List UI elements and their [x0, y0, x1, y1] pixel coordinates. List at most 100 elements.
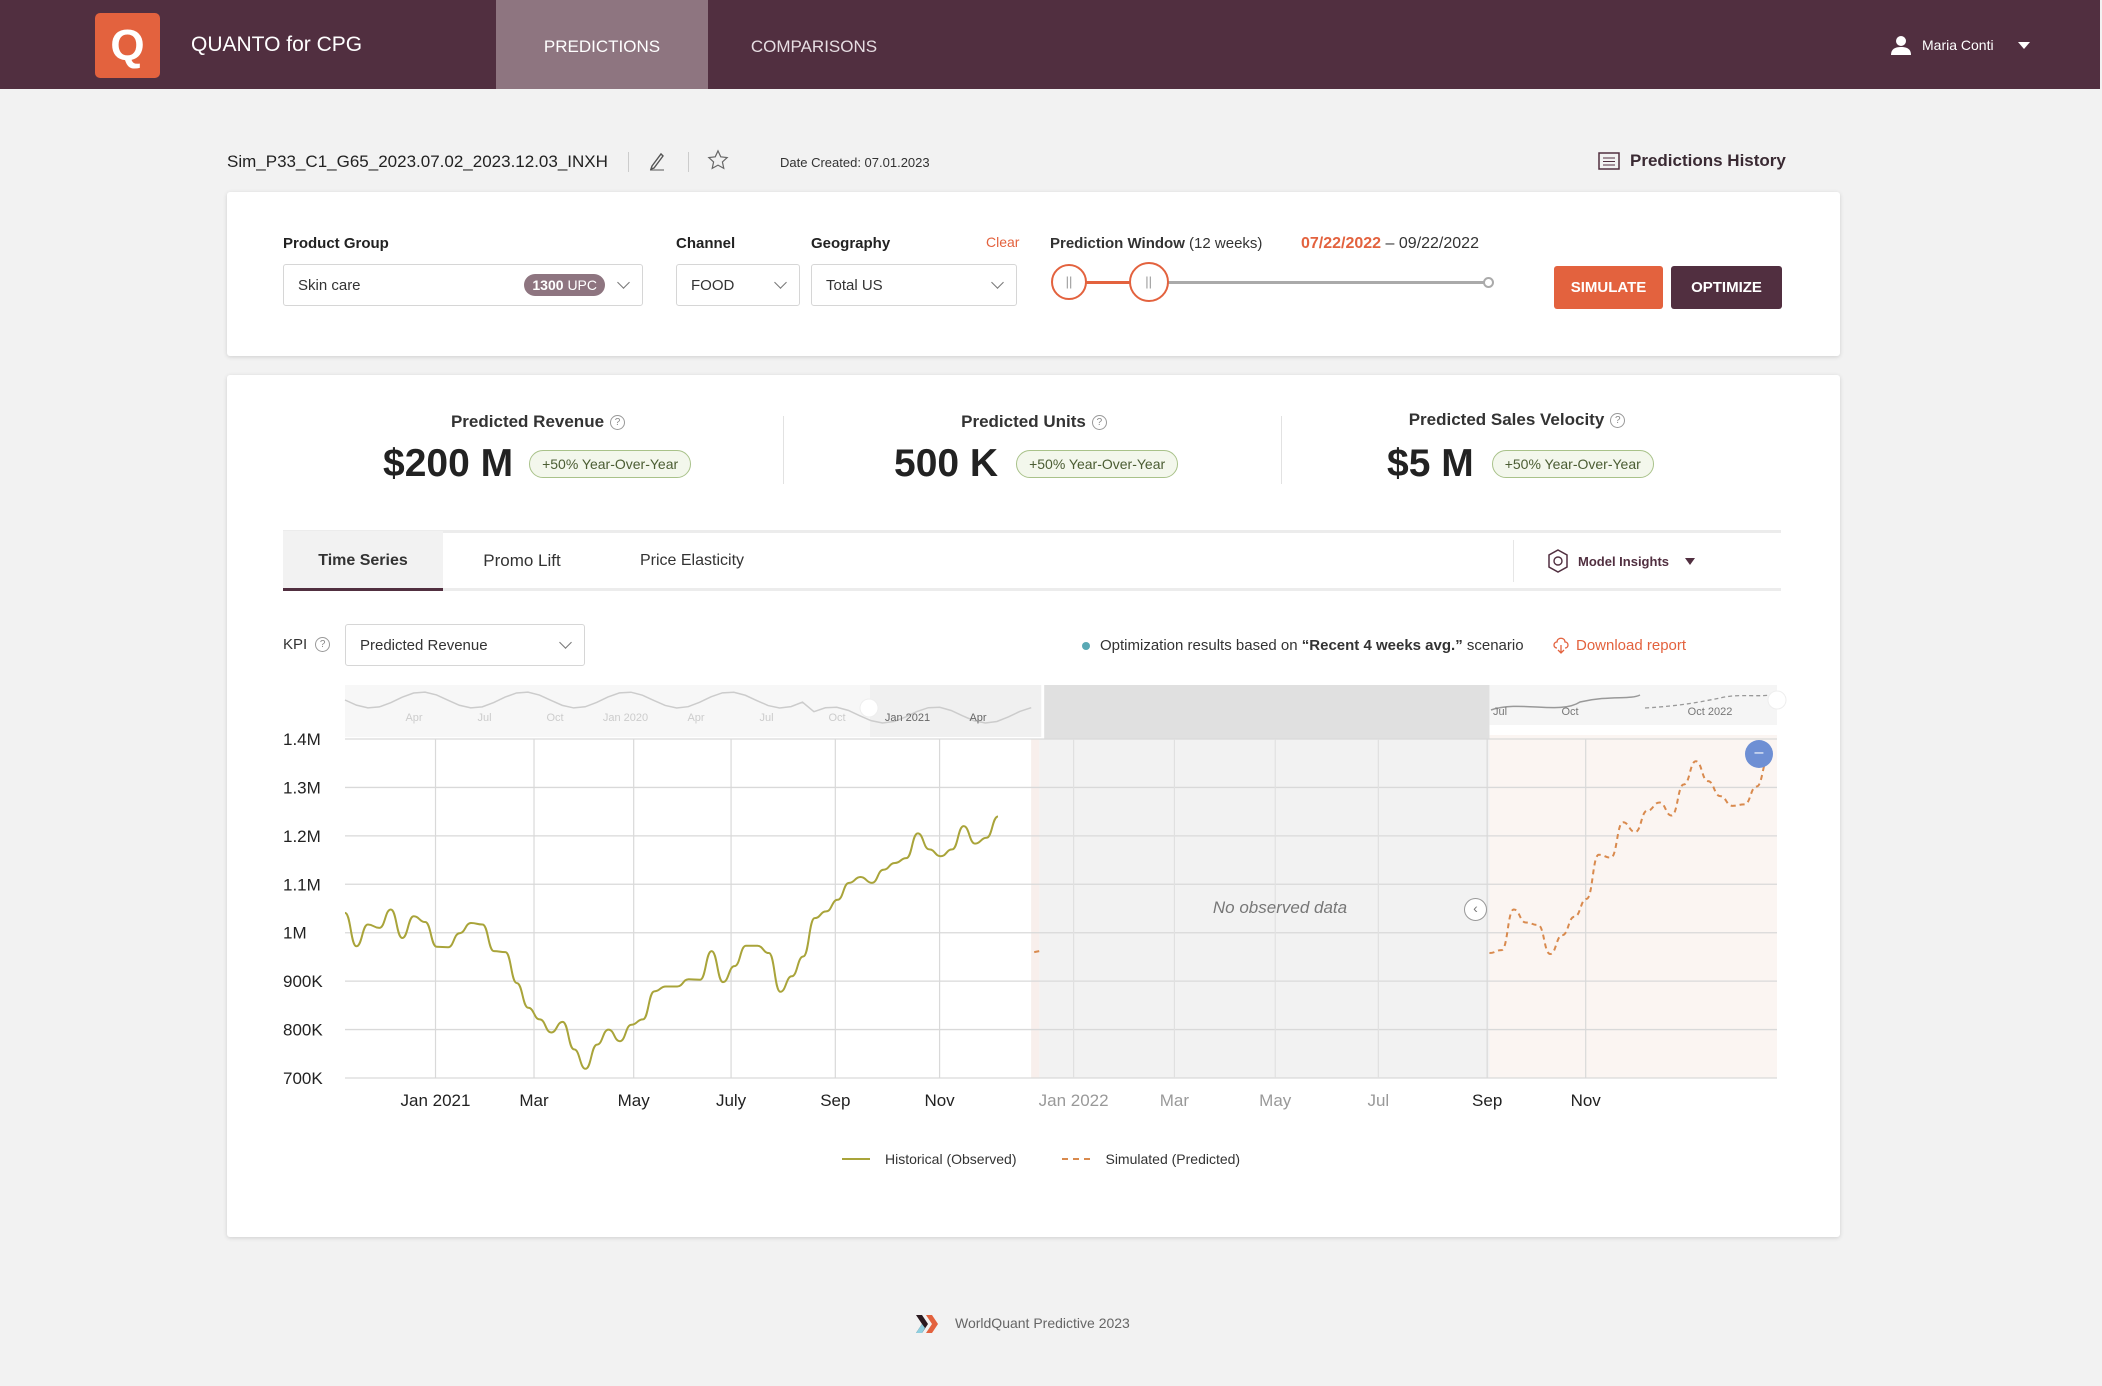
help-icon[interactable]: ? — [610, 414, 626, 430]
legend-simulated-swatch — [1062, 1158, 1091, 1160]
help-icon[interactable]: ? — [1610, 412, 1626, 428]
prediction-window-range-fill — [1069, 281, 1149, 284]
list-icon — [1598, 152, 1620, 170]
navigator-predicted-line — [1644, 693, 1776, 709]
simulate-button[interactable]: SIMULATE — [1554, 266, 1663, 309]
navigator-tick-label: Jul — [477, 712, 491, 724]
historical-series-line — [344, 815, 999, 1070]
navigator-gap — [1044, 685, 1490, 739]
x-tick-label: Sep — [820, 1091, 850, 1110]
navigator-right — [1489, 685, 1777, 725]
navigator-tick-label: Oct — [1561, 706, 1578, 718]
download-report-label: Download report — [1576, 636, 1687, 654]
divider — [628, 152, 629, 172]
channel-value: FOOD — [691, 276, 735, 294]
date-created: Date Created: 07.01.2023 — [780, 155, 930, 170]
divider — [1513, 540, 1514, 582]
view-tabs — [283, 530, 1781, 591]
navigator-left-handle — [859, 698, 879, 718]
tab-price-elasticity[interactable]: Price Elasticity — [639, 552, 745, 569]
channel-label: Channel — [676, 235, 736, 252]
navigator-history-line — [344, 691, 1032, 724]
product-group-select[interactable]: Skin care 1300 UPC — [283, 264, 643, 306]
product-group-value: Skin care — [298, 276, 361, 294]
navigator-tick-label: Oct 2022 — [1688, 706, 1733, 718]
window-start-handle[interactable]: || — [1051, 264, 1087, 300]
optimize-button[interactable]: OPTIMIZE — [1671, 266, 1782, 309]
top-nav-bar — [0, 0, 2100, 89]
kpi-value: $5 M — [1387, 442, 1474, 485]
info-dot-icon — [1082, 641, 1090, 650]
legend-historical-swatch — [842, 1158, 870, 1160]
simulated-series-line — [1489, 756, 1770, 956]
kpi-value: $200 M — [383, 442, 514, 485]
series-end-marker[interactable]: – — [1745, 740, 1773, 768]
help-icon[interactable]: ? — [1091, 414, 1107, 430]
x-tick-label: Mar — [519, 1091, 549, 1110]
x-tick-label: May — [618, 1091, 651, 1110]
navigator-tick-label: Jan 2021 — [885, 712, 930, 724]
collapse-gap-chevron-left-icon[interactable]: ‹ — [1464, 898, 1487, 921]
product-group-label: Product Group — [283, 235, 389, 252]
model-insights-menu[interactable]: Model Insights — [1546, 548, 1695, 574]
channel-select[interactable]: FOOD — [676, 264, 800, 306]
kpi-value: 500 K — [894, 442, 999, 485]
tab-promo-lift[interactable]: Promo Lift — [483, 551, 561, 570]
kpi-predicted-units: Predicted Units? 500 K +50% Year-Over-Yea… — [894, 412, 1194, 486]
y-tick-label: 1.3M — [283, 778, 321, 797]
y-tick-label: 1.4M — [283, 730, 321, 749]
navigator-tick-label: Jan 2020 — [603, 712, 648, 724]
x-tick-label: Jan 2022 — [1039, 1091, 1109, 1110]
help-icon[interactable]: ? — [315, 637, 331, 652]
kpi-predicted-revenue: Predicted Revenue? $200 M +50% Year-Over-… — [383, 412, 693, 486]
kpi-select-value: Predicted Revenue — [360, 636, 488, 654]
optimization-note: Optimization results based on “Recent 4 … — [1082, 637, 1524, 654]
prediction-window-track[interactable] — [1069, 281, 1488, 284]
clear-filters-link[interactable]: Clear — [986, 234, 1020, 250]
y-tick-label: 1.1M — [283, 875, 321, 894]
x-tick-label: Jul — [1367, 1091, 1389, 1110]
divider — [783, 416, 784, 484]
yoy-badge: +50% Year-Over-Year — [1016, 450, 1179, 478]
kpi-label: Predicted Units — [961, 412, 1086, 431]
no-data-region — [1031, 739, 1490, 1078]
no-observed-data-label: No observed data — [1212, 898, 1348, 917]
navigator-tick-label: Apr — [405, 712, 422, 724]
kpi-predicted-sales-velocity: Predicted Sales Velocity? $5 M +50% Year-… — [1387, 410, 1667, 486]
predictions-history-label: Predictions History — [1630, 151, 1786, 170]
prediction-window-dates: 07/22/2022 – 09/22/2022 — [1301, 235, 1479, 252]
upc-count-badge: 1300 UPC — [524, 274, 605, 296]
x-tick-label: Sep — [1472, 1091, 1502, 1110]
user-name: Maria Conti — [1922, 37, 1994, 53]
download-cloud-icon — [1553, 637, 1569, 654]
chart-legend: Historical (Observed) Simulated (Predict… — [842, 1151, 1240, 1167]
edit-pencil-icon[interactable] — [648, 151, 666, 171]
user-menu[interactable]: Maria Conti — [1890, 34, 2030, 56]
y-tick-label: 1M — [283, 924, 307, 943]
caret-down-icon — [2017, 41, 2030, 49]
star-icon[interactable] — [707, 149, 729, 171]
navigator-tick-label: Apr — [687, 712, 704, 724]
simulation-name: Sim_P33_C1_G65_2023.07.02_2023.12.03_INX… — [227, 152, 608, 171]
download-report-link[interactable]: Download report — [1553, 636, 1686, 654]
navigator-recent-line — [1490, 694, 1641, 711]
yoy-badge: +50% Year-Over-Year — [1491, 450, 1654, 478]
y-tick-label: 700K — [283, 1069, 323, 1088]
navigator-tick-label: Apr — [969, 712, 986, 724]
model-insights-label: Model Insights — [1578, 553, 1669, 569]
window-end-handle[interactable]: || — [1128, 262, 1169, 302]
kpi-select[interactable]: Predicted Revenue — [345, 624, 585, 666]
predictions-history-link[interactable]: Predictions History — [1598, 151, 1786, 171]
geography-select[interactable]: Total US — [811, 264, 1017, 306]
caret-down-icon — [1685, 557, 1695, 565]
divider — [688, 152, 689, 172]
simulated-series-fragment — [1034, 950, 1040, 954]
prediction-window-label: Prediction Window (12 weeks) — [1050, 235, 1263, 252]
nav-tab-predictions[interactable]: PREDICTIONS — [496, 0, 708, 89]
nav-tab-comparisons[interactable]: COMPARISONS — [750, 37, 878, 56]
x-tick-label: Nov — [924, 1091, 955, 1110]
y-tick-label: 900K — [283, 972, 323, 991]
quanto-logo[interactable]: Q — [95, 13, 160, 78]
tab-time-series[interactable]: Time Series — [283, 531, 443, 591]
x-tick-label: Nov — [1571, 1091, 1602, 1110]
